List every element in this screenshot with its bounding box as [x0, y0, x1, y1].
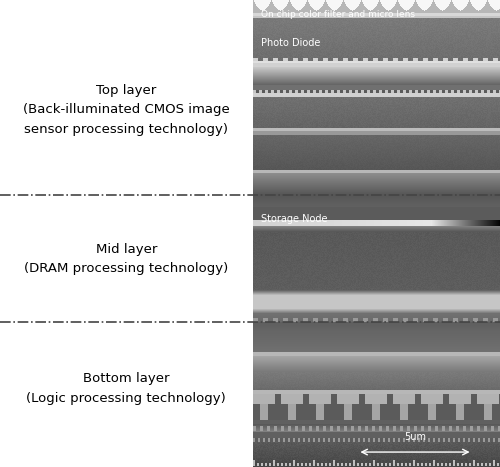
Text: Storage Node: Storage Node — [261, 214, 328, 225]
Text: Mid layer: Mid layer — [96, 243, 157, 256]
Text: (Back-illuminated CMOS image: (Back-illuminated CMOS image — [23, 103, 230, 116]
Text: On chip color filter and micro lens: On chip color filter and micro lens — [261, 9, 415, 19]
Text: 5um: 5um — [404, 432, 426, 442]
Text: sensor processing technology): sensor processing technology) — [24, 123, 228, 136]
Text: (DRAM processing technology): (DRAM processing technology) — [24, 262, 229, 276]
Text: Top layer: Top layer — [96, 84, 156, 97]
Bar — [0, 0, 252, 467]
Text: (Logic processing technology): (Logic processing technology) — [26, 392, 226, 405]
Text: Photo Diode: Photo Diode — [261, 38, 320, 48]
Text: Bottom layer: Bottom layer — [83, 372, 170, 385]
